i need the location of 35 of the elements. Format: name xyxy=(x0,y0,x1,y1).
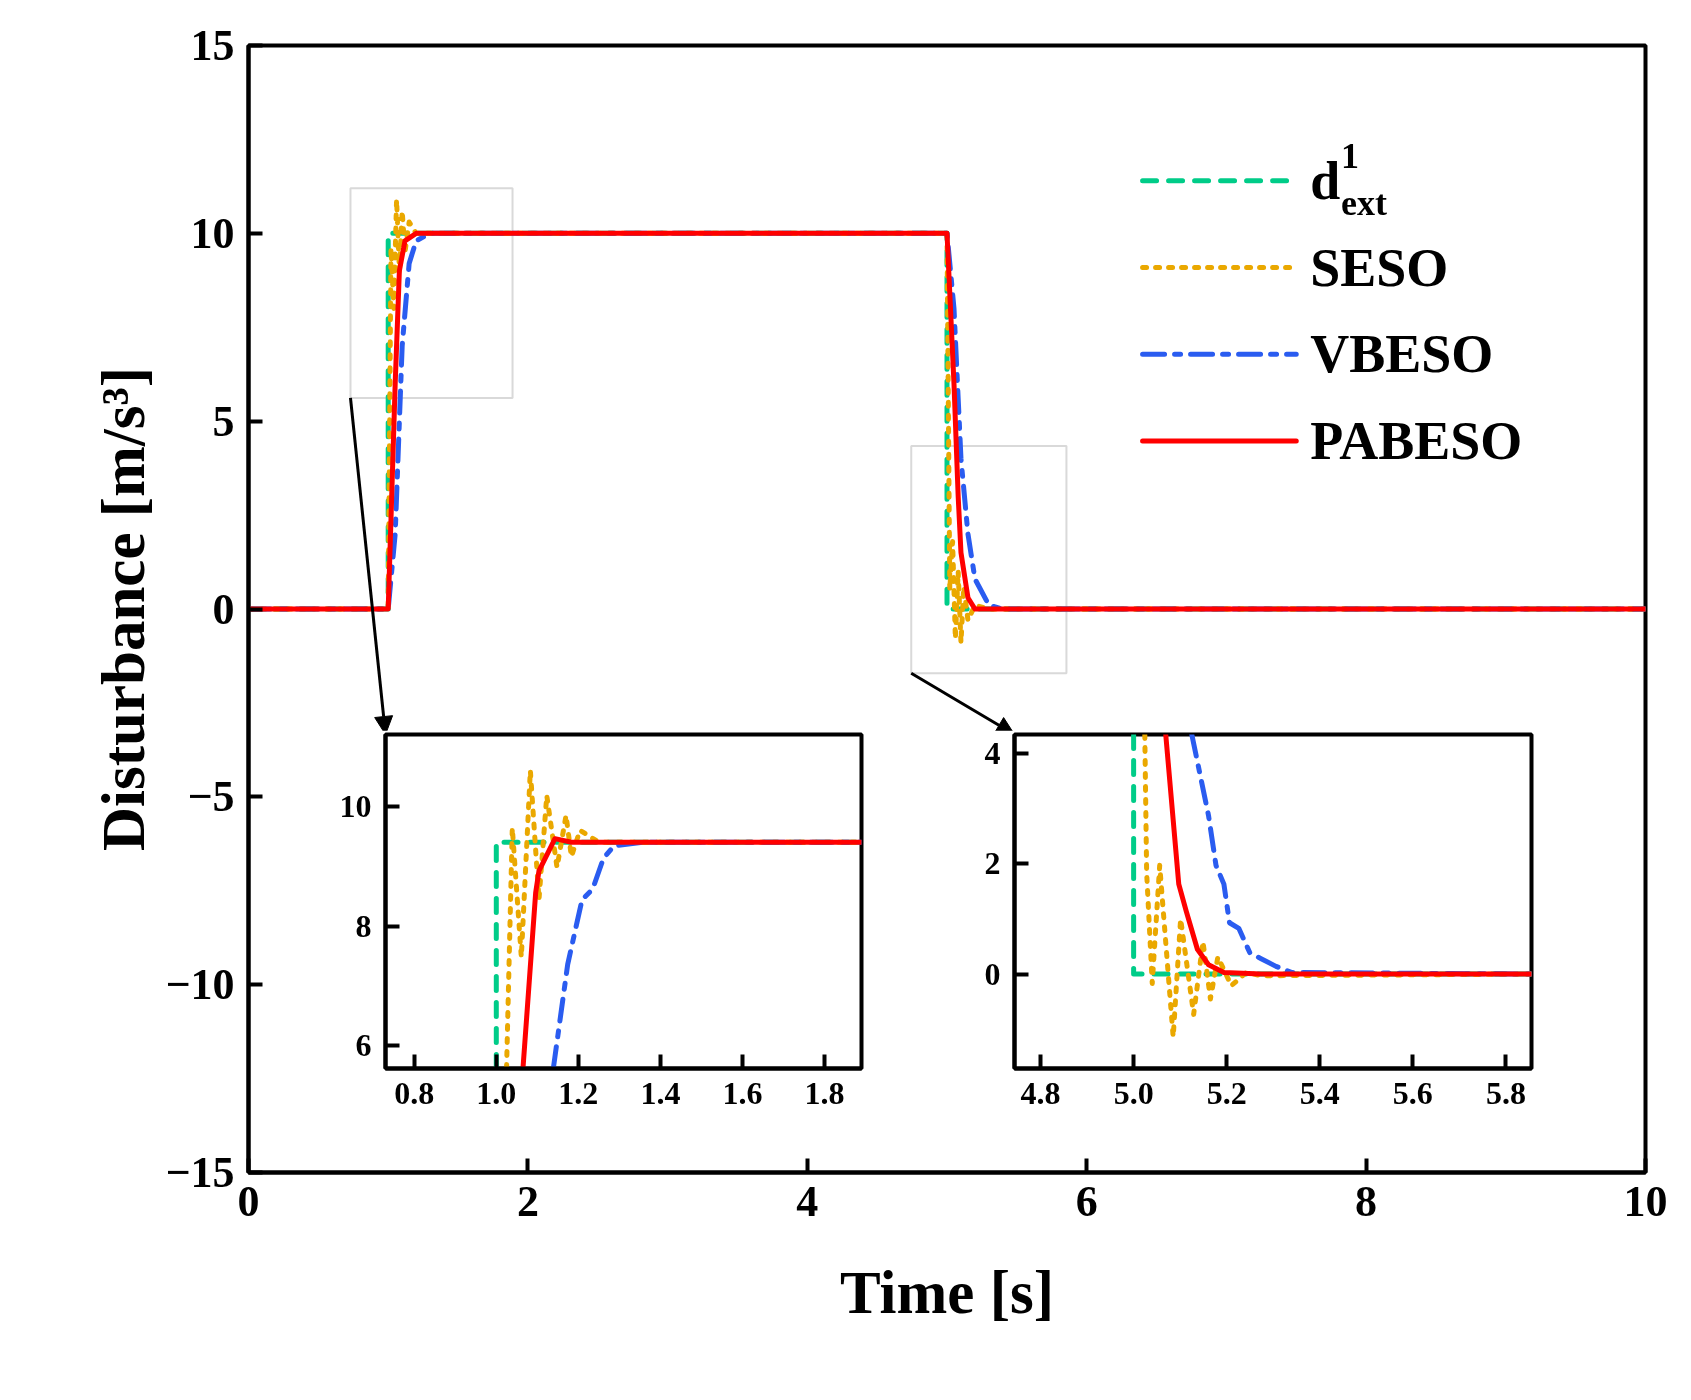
x-tick-label: 2 xyxy=(516,1176,539,1226)
y-tick-label: 6 xyxy=(355,1027,372,1064)
y-tick-label: 8 xyxy=(355,907,372,944)
y-tick-label: −15 xyxy=(165,1148,235,1197)
x-tick-label: 0.8 xyxy=(394,1074,435,1111)
x-tick-label: 6 xyxy=(1075,1176,1098,1226)
x-tick-label: 1.2 xyxy=(558,1074,599,1111)
y-tick-label: −5 xyxy=(187,772,235,822)
legend-label: VBESO xyxy=(1310,324,1494,385)
x-tick-label: 1.4 xyxy=(640,1074,681,1111)
x-tick-label: 4 xyxy=(796,1176,819,1226)
x-tick-label: 5.4 xyxy=(1299,1074,1340,1111)
y-tick-label: 10 xyxy=(339,787,372,824)
y-tick-label: 5 xyxy=(212,396,235,446)
y-tick-label: 2 xyxy=(984,845,1001,882)
x-tick-label: 1.8 xyxy=(804,1074,845,1111)
x-tick-label: 4.8 xyxy=(1020,1074,1061,1111)
legend-label: SESO xyxy=(1310,237,1449,298)
x-axis-title: Time [s] xyxy=(839,1258,1055,1326)
y-tick-label: 10 xyxy=(190,208,235,258)
x-tick-label: 5.0 xyxy=(1113,1074,1154,1111)
x-tick-label: 1.0 xyxy=(476,1074,517,1111)
y-tick-label: 4 xyxy=(984,734,1001,771)
x-tick-label: 1.6 xyxy=(722,1074,763,1111)
legend-label: PABESO xyxy=(1310,411,1523,472)
y-tick-label: −10 xyxy=(165,960,235,1010)
x-tick-label: 8 xyxy=(1355,1176,1378,1226)
y-axis-title: Disturbance [m/s³] xyxy=(90,366,158,852)
y-tick-label: 15 xyxy=(190,21,235,70)
x-tick-label: 5.6 xyxy=(1392,1074,1433,1111)
x-tick-label: 5.2 xyxy=(1206,1074,1247,1111)
y-tick-label: 0 xyxy=(212,584,235,634)
x-tick-label: 10 xyxy=(1623,1176,1668,1226)
x-tick-label: 5.8 xyxy=(1485,1074,1526,1111)
y-tick-label: 0 xyxy=(984,955,1001,992)
